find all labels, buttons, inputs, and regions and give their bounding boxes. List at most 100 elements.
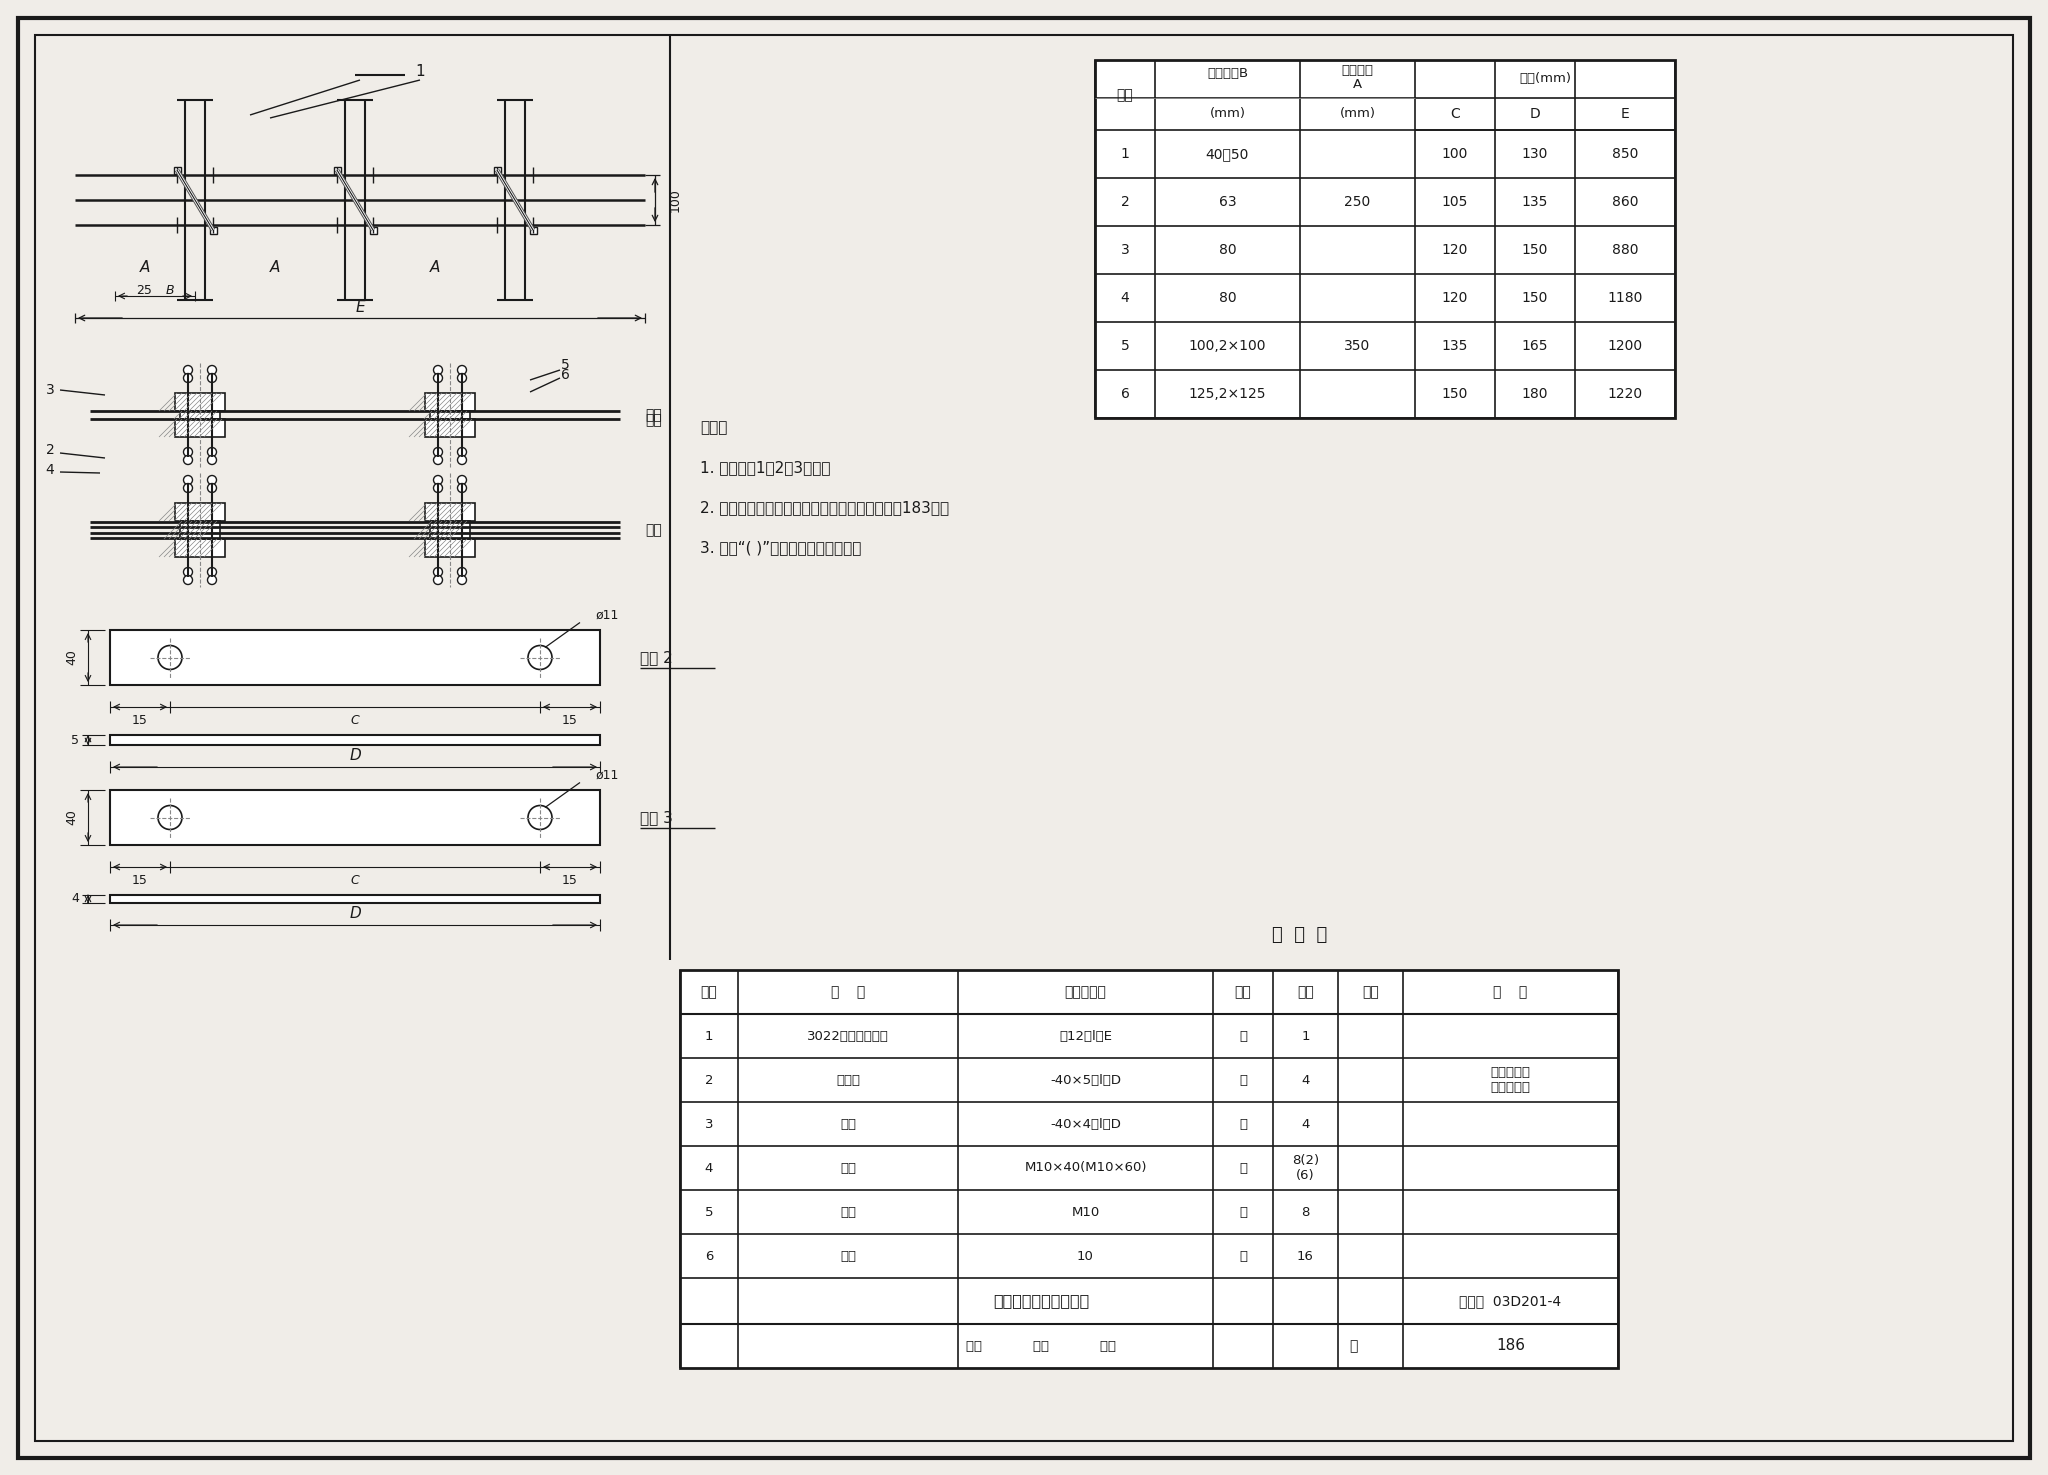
Text: 8: 8 (1300, 1205, 1309, 1218)
Text: (mm): (mm) (1210, 108, 1245, 121)
Text: 186: 186 (1495, 1338, 1526, 1354)
Circle shape (457, 568, 467, 577)
Text: 150: 150 (1522, 243, 1548, 257)
Bar (426, 503, 475, 521)
Text: 2: 2 (1120, 195, 1128, 209)
Bar (180, 412, 219, 419)
Circle shape (207, 568, 217, 577)
Bar (180, 521, 219, 538)
Bar (426, 419, 475, 437)
Text: 相间距离: 相间距离 (1341, 63, 1374, 77)
Bar (111, 735, 600, 745)
Text: 1180: 1180 (1608, 291, 1642, 305)
Text: 63: 63 (1219, 195, 1237, 209)
Text: 4: 4 (45, 463, 55, 476)
Text: 250: 250 (1343, 195, 1370, 209)
Circle shape (434, 447, 442, 456)
Text: 40: 40 (66, 810, 78, 826)
Text: 40、50: 40、50 (1206, 148, 1249, 161)
Text: 单片: 单片 (645, 409, 662, 422)
Bar (494, 167, 502, 174)
Circle shape (184, 447, 193, 456)
Text: 1. 中性线用1、2、3型式。: 1. 中性线用1、2、3型式。 (700, 460, 831, 475)
Text: 2: 2 (705, 1074, 713, 1087)
Text: 尺寸(mm): 尺寸(mm) (1520, 72, 1571, 86)
Bar (174, 419, 225, 437)
Text: 双片: 双片 (645, 524, 662, 537)
Circle shape (158, 805, 182, 829)
Circle shape (457, 475, 467, 484)
Circle shape (457, 373, 467, 382)
Text: 135: 135 (1522, 195, 1548, 209)
Circle shape (528, 805, 553, 829)
Text: 180: 180 (1522, 386, 1548, 401)
Text: 费栀: 费栀 (840, 1161, 856, 1174)
Text: 备    注: 备 注 (1493, 985, 1528, 999)
Text: 40: 40 (66, 649, 78, 665)
Text: 金属板: 金属板 (836, 1074, 860, 1087)
Bar (174, 538, 225, 558)
Text: 80: 80 (1219, 291, 1237, 305)
Text: 6: 6 (705, 1249, 713, 1263)
Text: 130: 130 (1522, 148, 1548, 161)
Text: 15: 15 (131, 714, 147, 727)
Text: 零件 3: 零件 3 (639, 810, 674, 825)
Text: 4: 4 (705, 1161, 713, 1174)
Text: B: B (166, 283, 174, 296)
Text: 条: 条 (1239, 1074, 1247, 1087)
Text: A: A (430, 261, 440, 276)
Bar (174, 392, 225, 412)
Bar (680, 971, 1618, 1367)
Text: D: D (348, 748, 360, 763)
Text: 编号: 编号 (700, 985, 717, 999)
Text: C: C (350, 714, 358, 727)
Text: E: E (354, 301, 365, 316)
Text: 4: 4 (72, 892, 80, 906)
Text: 3022酚醒层压纸板: 3022酚醒层压纸板 (807, 1030, 889, 1043)
Text: 350: 350 (1343, 339, 1370, 353)
Circle shape (207, 484, 217, 493)
Text: 15: 15 (131, 873, 147, 886)
Text: 6: 6 (1120, 386, 1128, 401)
Text: 10: 10 (1077, 1249, 1094, 1263)
Bar (111, 895, 600, 903)
Circle shape (207, 575, 217, 584)
Circle shape (457, 484, 467, 493)
Text: 3: 3 (705, 1118, 713, 1130)
Circle shape (184, 475, 193, 484)
Text: 5: 5 (1120, 339, 1128, 353)
Circle shape (184, 484, 193, 493)
Text: 个: 个 (1239, 1161, 1247, 1174)
Bar (1096, 60, 1675, 417)
Circle shape (434, 575, 442, 584)
Circle shape (434, 475, 442, 484)
Circle shape (207, 447, 217, 456)
Text: 个: 个 (1239, 1118, 1247, 1130)
Text: 2: 2 (45, 442, 55, 457)
Bar (111, 791, 600, 845)
Text: 管理有关部
门协调安装: 管理有关部 门协调安装 (1491, 1066, 1530, 1094)
Text: M10: M10 (1071, 1205, 1100, 1218)
Text: 5: 5 (705, 1205, 713, 1218)
Circle shape (434, 568, 442, 577)
Text: 105: 105 (1442, 195, 1468, 209)
Text: 1: 1 (1120, 148, 1128, 161)
Circle shape (184, 456, 193, 465)
Bar (430, 412, 469, 419)
Circle shape (457, 366, 467, 375)
Text: M10×40(M10×60): M10×40(M10×60) (1024, 1161, 1147, 1174)
Text: 150: 150 (1442, 386, 1468, 401)
Text: 垫圈: 垫圈 (840, 1249, 856, 1263)
Text: 明  细  表: 明 细 表 (1272, 926, 1327, 944)
Text: 3: 3 (1120, 243, 1128, 257)
Circle shape (184, 568, 193, 577)
Text: 厕12，l＝E: 厕12，l＝E (1059, 1030, 1112, 1043)
Text: D: D (1530, 108, 1540, 121)
Circle shape (207, 373, 217, 382)
Text: 名    称: 名 称 (831, 985, 864, 999)
Text: 个: 个 (1239, 1249, 1247, 1263)
Text: 页: 页 (1350, 1339, 1358, 1353)
Text: 80: 80 (1219, 243, 1237, 257)
Text: A: A (270, 261, 281, 276)
Text: 880: 880 (1612, 243, 1638, 257)
